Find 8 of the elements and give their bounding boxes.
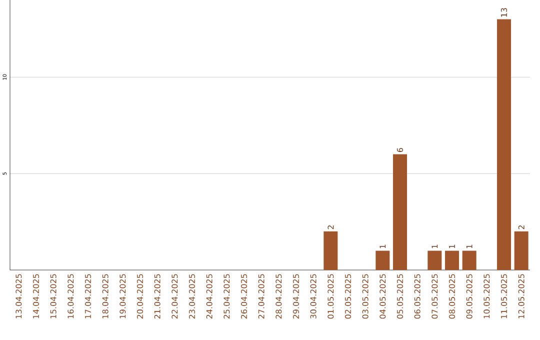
bar bbox=[514, 231, 528, 270]
bar bbox=[428, 250, 442, 270]
bar bbox=[393, 154, 408, 270]
bar bbox=[497, 19, 512, 270]
bar bbox=[462, 250, 476, 270]
bar bbox=[376, 250, 390, 270]
bar bbox=[445, 250, 460, 270]
bar bbox=[324, 231, 338, 270]
